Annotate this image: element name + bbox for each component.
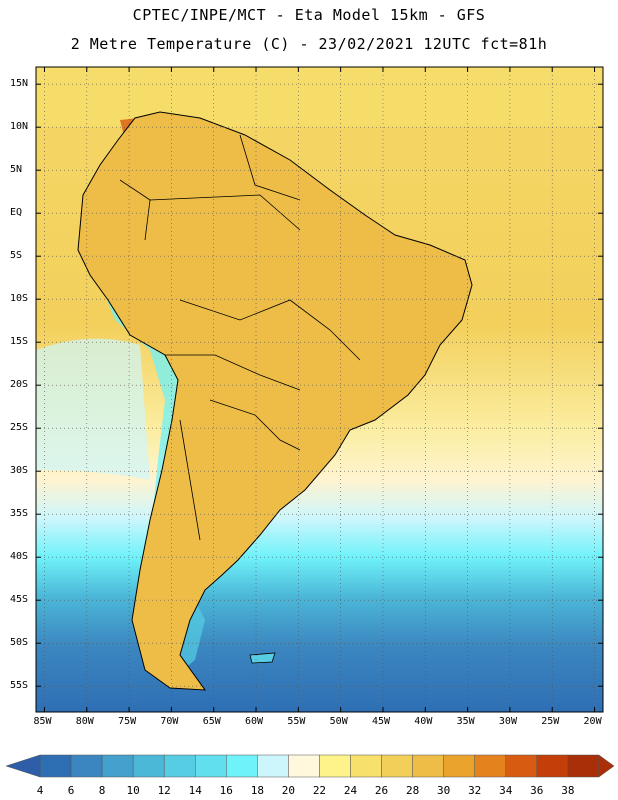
lon-label: 30W (498, 716, 517, 727)
axis-ticks (36, 67, 603, 712)
lon-label: 60W (245, 716, 264, 727)
lat-label: 10N (10, 121, 29, 133)
colorbar-low-arrow (5, 754, 41, 778)
ocean-warm-band (36, 67, 603, 127)
colorbar-swatch (195, 754, 227, 778)
lat-label: 10S (10, 293, 29, 305)
lat-label: EQ (10, 207, 23, 219)
lon-label: 55W (287, 716, 306, 727)
lat-label: 15N (10, 78, 29, 90)
colorbar-swatch (226, 754, 258, 778)
colorbar-label: 36 (530, 784, 544, 797)
lat-label: 25S (10, 422, 29, 434)
lat-label: 5N (10, 164, 23, 176)
colorbar-label: 10 (126, 784, 140, 797)
colorbar-label: 30 (437, 784, 451, 797)
lon-label: 20W (583, 716, 602, 727)
national-borders (119, 134, 361, 541)
lat-label: 45S (10, 594, 29, 606)
lat-label: 5S (10, 250, 23, 262)
lat-label: 50S (10, 637, 29, 649)
colorbar-swatch (288, 754, 320, 778)
colorbar-swatch (101, 754, 134, 778)
colorbar-label: 26 (374, 784, 389, 797)
colorbar-label: 18 (250, 784, 264, 797)
colorbar-label: 4 (36, 784, 44, 797)
colorbar-label: 14 (188, 784, 202, 797)
colorbar-swatch (567, 754, 600, 778)
lat-label: 40S (10, 551, 29, 563)
colorbar-label: 20 (281, 784, 296, 797)
lon-label: 70W (160, 716, 179, 727)
colorbar-swatch (536, 754, 569, 778)
lon-label: 80W (75, 716, 94, 727)
lat-label: 30S (10, 465, 29, 477)
lat-label: 35S (10, 508, 29, 520)
colorbar-swatch (319, 754, 351, 778)
lon-label: 85W (33, 716, 52, 727)
lon-label: 35W (456, 716, 475, 727)
lat-label: 15S (10, 336, 29, 348)
colorbar-swatch (443, 754, 475, 778)
colorbar-label: 32 (468, 784, 482, 797)
lat-label: 55S (10, 680, 29, 692)
colorbar-label: 6 (67, 784, 75, 797)
colorbar-swatch (70, 754, 103, 778)
colorbar-swatch (257, 754, 289, 778)
pacific-cool-tongue (36, 338, 150, 480)
lon-label: 40W (414, 716, 433, 727)
lon-label: 50W (329, 716, 348, 727)
colorbar-swatch (474, 754, 507, 778)
colorbar-label: 34 (499, 784, 513, 797)
colorbar-swatch (132, 754, 165, 778)
lon-label: 65W (202, 716, 221, 727)
map-frame (35, 66, 604, 713)
colorbar-label: 8 (98, 784, 106, 797)
colorbar-label: 28 (405, 784, 420, 797)
colorbar-label: 22 (312, 784, 327, 797)
colorbar-label: 12 (157, 784, 171, 797)
graticule (36, 67, 603, 712)
colorbar-label: 38 (561, 784, 575, 797)
lon-label: 45W (371, 716, 391, 727)
colorbar-swatch (163, 754, 196, 778)
map-title: CPTEC/INPE/MCT - Eta Model 15km - GFS (132, 6, 486, 24)
lat-label: 20S (10, 379, 29, 391)
colorbar-label: 16 (219, 784, 233, 797)
colorbar-swatch (505, 754, 538, 778)
colorbar-swatch (381, 754, 413, 778)
lon-label: 75W (118, 716, 137, 727)
lon-label: 25W (541, 716, 560, 727)
colorbar-label: 24 (343, 784, 358, 797)
colorbar-swatch (39, 754, 72, 778)
colorbar-high-arrow (598, 754, 615, 778)
colorbar-swatch (412, 754, 444, 778)
map-subtitle: 2 Metre Temperature (C) - 23/02/2021 12U… (70, 35, 548, 53)
colorbar-swatch (350, 754, 382, 778)
